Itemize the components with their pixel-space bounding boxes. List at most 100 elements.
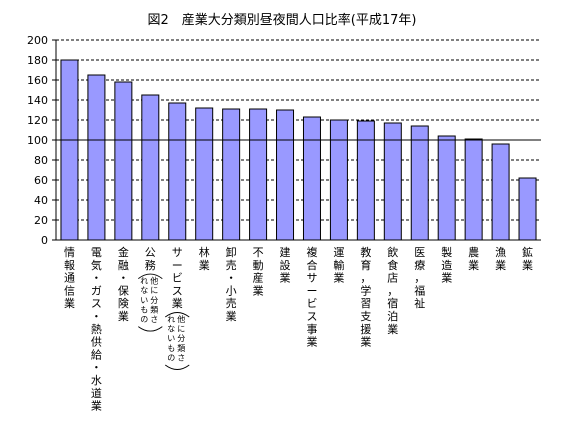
- svg-text:業: 業: [495, 259, 506, 272]
- x-tick-label: 不動産業不動産業: [253, 246, 264, 297]
- svg-text:ビ: ビ: [306, 297, 317, 310]
- x-tick-label: 農業農業: [468, 245, 479, 272]
- svg-text:卸: 卸: [226, 245, 237, 259]
- y-tick-label: 40: [34, 194, 48, 207]
- svg-text:分: 分: [177, 334, 185, 343]
- svg-text:給: 給: [91, 347, 102, 361]
- svg-text:い: い: [140, 296, 148, 305]
- x-axis-labels: 情報通信業情報通信業電気・ガス・熱供給・水道業電気・ガス・熱供給・水道業金融・保…: [64, 245, 533, 413]
- svg-text:援: 援: [360, 322, 371, 336]
- y-tick-label: 100: [27, 134, 48, 147]
- y-tick-label: 80: [34, 154, 48, 167]
- svg-text:事: 事: [306, 323, 317, 336]
- svg-text:他: 他: [150, 276, 158, 286]
- svg-text:供: 供: [91, 335, 102, 349]
- svg-text:，: ，: [414, 272, 425, 285]
- svg-text:祉: 祉: [414, 297, 425, 310]
- svg-text:育: 育: [360, 258, 371, 272]
- bar: [464, 138, 483, 241]
- bar: [249, 108, 268, 241]
- svg-text:類: 類: [177, 343, 185, 353]
- svg-text:に: に: [177, 325, 185, 334]
- bar: [195, 107, 214, 241]
- svg-text:業: 業: [226, 310, 237, 323]
- svg-text:業: 業: [91, 400, 102, 413]
- svg-text:・: ・: [91, 310, 102, 323]
- bar: [114, 81, 133, 241]
- svg-text:小: 小: [226, 284, 237, 297]
- svg-text:設: 設: [280, 258, 291, 272]
- svg-text:ス: ス: [306, 310, 317, 323]
- svg-text:電: 電: [91, 246, 102, 259]
- svg-text:類: 類: [150, 304, 158, 314]
- x-tick-label: 医療，福祉医療，福祉: [414, 246, 425, 310]
- svg-text:な: な: [140, 286, 148, 295]
- svg-text:保: 保: [118, 283, 129, 297]
- chart-title: 図2 産業大分類別昼夜間人口比率(平成17年): [148, 12, 417, 28]
- svg-text:食: 食: [387, 258, 398, 272]
- svg-text:・: ・: [226, 272, 237, 285]
- svg-text:業: 業: [441, 272, 452, 285]
- bar: [141, 94, 160, 241]
- svg-text:サ: サ: [172, 246, 183, 259]
- svg-text:業: 業: [387, 323, 398, 336]
- svg-text:鉱: 鉱: [522, 245, 533, 259]
- y-tick-label: 200: [27, 34, 48, 47]
- x-tick-label: 運輸業運輸業: [333, 246, 344, 285]
- svg-text:気: 気: [91, 258, 102, 272]
- svg-text:情: 情: [64, 246, 75, 259]
- svg-text:運: 運: [333, 246, 344, 259]
- svg-text:通: 通: [64, 272, 75, 285]
- x-tick-label: 金融・保険業金融・保険業: [118, 245, 129, 323]
- bar: [410, 125, 429, 241]
- svg-text:サ: サ: [306, 272, 317, 285]
- bar: [383, 122, 402, 241]
- bar: [302, 116, 321, 241]
- bar: [437, 135, 456, 241]
- y-tick-label: 60: [34, 174, 48, 187]
- x-tick-label: 複合サービス事業複合サービス事業: [306, 245, 317, 349]
- svg-text:療: 療: [414, 258, 425, 272]
- svg-text:輸: 輸: [333, 258, 344, 272]
- svg-text:宿: 宿: [387, 296, 398, 310]
- svg-text:の: の: [167, 353, 175, 362]
- svg-text:・: ・: [118, 272, 129, 285]
- svg-text:，: ，: [387, 284, 398, 297]
- svg-text:ガ: ガ: [91, 284, 102, 297]
- svg-text:に: に: [150, 286, 158, 295]
- svg-text:飲: 飲: [387, 245, 398, 259]
- svg-text:ス: ス: [91, 297, 102, 310]
- y-tick-label: 180: [27, 54, 48, 67]
- bar: [87, 74, 106, 241]
- svg-text:水: 水: [91, 374, 102, 387]
- x-tick-label: 建設業建設業: [280, 245, 291, 285]
- svg-text:業: 業: [468, 259, 479, 272]
- svg-text:習: 習: [360, 297, 371, 310]
- svg-text:熱: 熱: [91, 323, 102, 336]
- svg-text:建: 建: [280, 245, 291, 259]
- svg-text:合: 合: [306, 258, 317, 272]
- x-tick-label: 漁業漁業: [495, 245, 506, 272]
- svg-text:務: 務: [145, 258, 156, 272]
- bar: [60, 59, 79, 241]
- y-tick-label: 120: [27, 114, 48, 127]
- svg-text:林: 林: [199, 245, 210, 259]
- svg-text:支: 支: [360, 310, 371, 323]
- x-tick-label: 製造業製造業: [441, 245, 452, 285]
- svg-text:分: 分: [150, 296, 158, 305]
- svg-text:さ: さ: [177, 353, 185, 362]
- svg-text:れ: れ: [140, 277, 148, 286]
- svg-text:の: の: [140, 315, 148, 324]
- svg-text:業: 業: [199, 259, 210, 272]
- bars: [60, 59, 537, 241]
- svg-text:業: 業: [172, 297, 183, 310]
- bar: [276, 109, 295, 241]
- x-tick-label: 電気・ガス・熱供給・水道業電気・ガス・熱供給・水道業: [91, 246, 102, 413]
- svg-text:・: ・: [91, 361, 102, 374]
- x-tick-label: 卸売・小売業卸売・小売業: [226, 245, 237, 323]
- svg-text:教: 教: [360, 246, 371, 259]
- svg-text:業: 業: [118, 310, 129, 323]
